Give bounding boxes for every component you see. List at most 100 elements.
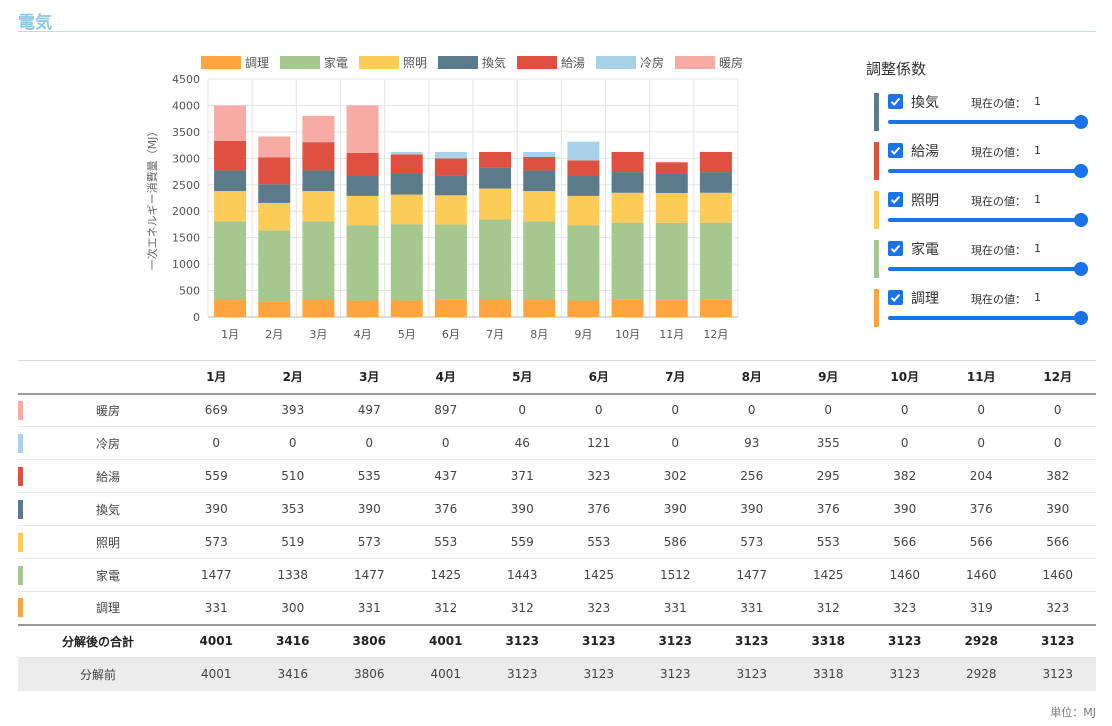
table-cell: 0 — [943, 426, 1020, 460]
row-label: 冷房 — [38, 426, 178, 460]
check-icon — [890, 293, 901, 302]
legend-label-冷房: 冷房 — [640, 55, 664, 70]
bar-segment-照明-1月 — [214, 191, 247, 222]
coefficient-checkbox[interactable] — [888, 143, 903, 158]
table-cell: 376 — [790, 492, 867, 526]
slider-thumb[interactable] — [1074, 262, 1088, 276]
coefficient-value: 1 — [1034, 193, 1041, 206]
page-title: 電気 — [18, 13, 52, 33]
coefficient-item: 照明 現在の値： 1 — [866, 191, 1106, 240]
table-cell: 93 — [713, 426, 790, 460]
table-cell: 323 — [1019, 591, 1096, 625]
table-cell: 553 — [560, 525, 637, 559]
coefficient-slider[interactable] — [888, 262, 1088, 276]
table-cell: 0 — [407, 426, 484, 460]
table-cell: 0 — [178, 426, 255, 460]
slider-track[interactable] — [888, 267, 1088, 271]
table-cell: 4001 — [407, 623, 484, 658]
bar-segment-換気-10月 — [611, 172, 644, 193]
bar-segment-冷房-9月 — [567, 141, 600, 161]
table-cell: 586 — [637, 525, 714, 559]
coefficient-value: 1 — [1034, 291, 1041, 304]
table-header-month: 7月 — [637, 360, 714, 395]
slider-thumb[interactable] — [1074, 115, 1088, 129]
bar-segment-照明-9月 — [567, 195, 600, 226]
coefficient-slider[interactable] — [888, 311, 1088, 325]
x-tick-label: 3月 — [309, 328, 327, 341]
stacked-bar-chart: 0 500 1000 1500 2000 2500 3000 3500 4000 4500 1月 2月… — [145, 55, 743, 341]
slider-thumb[interactable] — [1074, 213, 1088, 227]
table-cell: 4001 — [407, 657, 484, 691]
slider-thumb[interactable] — [1074, 311, 1088, 325]
table-header-month: 6月 — [560, 360, 637, 395]
table-cell: 302 — [637, 459, 714, 493]
coefficient-color-bar — [874, 93, 879, 131]
table-cell: 323 — [866, 591, 943, 625]
bar-segment-調理-2月 — [258, 301, 291, 317]
coefficient-value-label: 現在の値： — [971, 195, 1026, 208]
bar-segment-給湯-11月 — [655, 162, 688, 174]
coefficient-item: 給湯 現在の値： 1 — [866, 142, 1106, 191]
coefficient-slider[interactable] — [888, 115, 1088, 129]
bar-segment-家電-11月 — [655, 222, 688, 301]
row-label: 給湯 — [38, 459, 178, 493]
table-cell: 382 — [866, 459, 943, 493]
row-color-swatch — [18, 400, 23, 420]
table-row-total: 分解後の合計 4001 3416 3806 4001 3123 3123 3123 3123 33… — [18, 623, 1096, 658]
row-swatch-cell — [18, 459, 38, 493]
title-divider — [18, 31, 1096, 32]
coefficient-item: 換気 現在の値： 1 — [866, 93, 1106, 142]
table-cell: 390 — [866, 492, 943, 526]
bar-segment-換気-5月 — [390, 173, 423, 195]
slider-track[interactable] — [888, 316, 1088, 320]
row-color-swatch — [18, 565, 23, 585]
coefficient-value: 1 — [1034, 95, 1041, 108]
legend-swatch-照明 — [359, 56, 399, 69]
row-swatch-cell — [18, 558, 38, 592]
table-row: 調理 331 300 331 312 312 323 331 331 312 323 319 323 — [18, 591, 1096, 625]
coefficient-slider[interactable] — [888, 213, 1088, 227]
bar-segment-冷房-5月 — [390, 151, 423, 155]
table-cell: 355 — [790, 426, 867, 460]
coefficient-checkbox[interactable] — [888, 192, 903, 207]
table-header-month: 8月 — [713, 360, 790, 395]
table-cell: 1460 — [943, 558, 1020, 592]
bar-segment-家電-5月 — [390, 224, 423, 301]
bar-segment-給湯-9月 — [567, 160, 600, 176]
table-header-label — [38, 360, 178, 395]
legend-label-暖房: 暖房 — [719, 55, 743, 70]
row-label: 暖房 — [38, 393, 178, 427]
coefficient-checkbox[interactable] — [888, 94, 903, 109]
slider-track[interactable] — [888, 120, 1088, 124]
coefficient-slider[interactable] — [888, 164, 1088, 178]
table-cell: 390 — [713, 492, 790, 526]
table-cell: 3318 — [790, 657, 867, 691]
table-cell: 0 — [1019, 426, 1096, 460]
table-cell: 566 — [1019, 525, 1096, 559]
table-cell: 295 — [790, 459, 867, 493]
legend-swatch-家電 — [280, 56, 320, 69]
x-tick-label: 2月 — [265, 328, 283, 341]
table-cell: 0 — [713, 393, 790, 427]
x-tick-label: 9月 — [574, 328, 592, 341]
coefficient-item: 家電 現在の値： 1 — [866, 240, 1106, 289]
coefficient-label: 調理 — [911, 291, 939, 307]
coefficient-value-label: 現在の値： — [971, 97, 1026, 110]
bar-segment-調理-9月 — [567, 300, 600, 317]
coefficient-checkbox[interactable] — [888, 290, 903, 305]
y-tick-label: 4000 — [172, 99, 200, 112]
bar-segment-照明-7月 — [479, 188, 512, 220]
table-cell: 3123 — [866, 657, 943, 691]
bar-segment-調理-12月 — [699, 299, 732, 317]
bar-segment-調理-4月 — [346, 300, 379, 317]
slider-track[interactable] — [888, 218, 1088, 222]
x-tick-label: 7月 — [486, 328, 504, 341]
table-cell: 3806 — [331, 657, 408, 691]
table-cell: 0 — [943, 393, 1020, 427]
table-header-month: 10月 — [866, 360, 943, 395]
table-cell: 1425 — [407, 558, 484, 592]
slider-track[interactable] — [888, 169, 1088, 173]
table-cell: 121 — [560, 426, 637, 460]
slider-thumb[interactable] — [1074, 164, 1088, 178]
coefficient-checkbox[interactable] — [888, 241, 903, 256]
